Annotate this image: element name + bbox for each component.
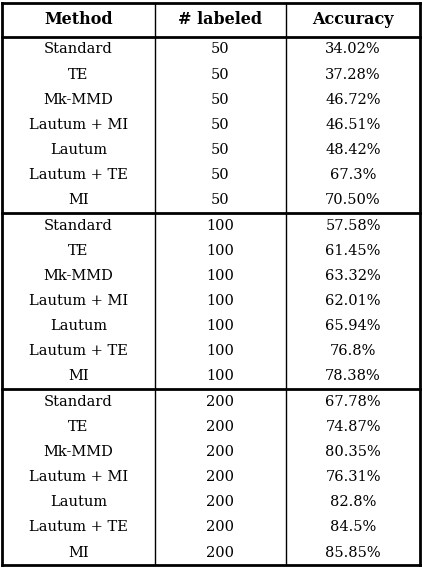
Text: 50: 50 xyxy=(211,68,230,82)
Text: Lautum + TE: Lautum + TE xyxy=(29,168,128,182)
Text: Mk-MMD: Mk-MMD xyxy=(43,445,113,459)
Text: 200: 200 xyxy=(206,546,234,559)
Text: 200: 200 xyxy=(206,395,234,408)
Text: 50: 50 xyxy=(211,143,230,157)
Text: MI: MI xyxy=(68,369,89,383)
Text: Lautum + TE: Lautum + TE xyxy=(29,520,128,534)
Text: 65.94%: 65.94% xyxy=(325,319,381,333)
Text: TE: TE xyxy=(68,244,89,258)
Text: Standard: Standard xyxy=(44,395,113,408)
Text: 85.85%: 85.85% xyxy=(325,546,381,559)
Text: 100: 100 xyxy=(206,319,234,333)
Text: 63.32%: 63.32% xyxy=(325,269,381,283)
Text: Accuracy: Accuracy xyxy=(312,11,394,28)
Text: Lautum + TE: Lautum + TE xyxy=(29,344,128,358)
Text: TE: TE xyxy=(68,420,89,434)
Text: 200: 200 xyxy=(206,470,234,484)
Text: 76.8%: 76.8% xyxy=(330,344,376,358)
Text: 200: 200 xyxy=(206,520,234,534)
Text: 57.58%: 57.58% xyxy=(325,219,381,232)
Text: 50: 50 xyxy=(211,118,230,132)
Text: 76.31%: 76.31% xyxy=(325,470,381,484)
Text: Standard: Standard xyxy=(44,219,113,232)
Text: Lautum: Lautum xyxy=(50,495,107,509)
Text: # labeled: # labeled xyxy=(179,11,262,28)
Text: 50: 50 xyxy=(211,93,230,107)
Text: 100: 100 xyxy=(206,294,234,308)
Text: 67.3%: 67.3% xyxy=(330,168,376,182)
Text: TE: TE xyxy=(68,68,89,82)
Text: 100: 100 xyxy=(206,219,234,232)
Text: 50: 50 xyxy=(211,193,230,207)
Text: 62.01%: 62.01% xyxy=(325,294,381,308)
Text: 61.45%: 61.45% xyxy=(325,244,381,258)
Text: 74.87%: 74.87% xyxy=(325,420,381,434)
Text: 46.72%: 46.72% xyxy=(325,93,381,107)
Text: 50: 50 xyxy=(211,168,230,182)
Text: Lautum + MI: Lautum + MI xyxy=(29,294,128,308)
Text: 37.28%: 37.28% xyxy=(325,68,381,82)
Text: Standard: Standard xyxy=(44,43,113,56)
Text: Lautum: Lautum xyxy=(50,143,107,157)
Text: Mk-MMD: Mk-MMD xyxy=(43,269,113,283)
Text: 34.02%: 34.02% xyxy=(325,43,381,56)
Text: 84.5%: 84.5% xyxy=(330,520,376,534)
Text: Mk-MMD: Mk-MMD xyxy=(43,93,113,107)
Text: 70.50%: 70.50% xyxy=(325,193,381,207)
Text: 67.78%: 67.78% xyxy=(325,395,381,408)
Text: 100: 100 xyxy=(206,244,234,258)
Text: MI: MI xyxy=(68,546,89,559)
Text: 48.42%: 48.42% xyxy=(325,143,381,157)
Text: 46.51%: 46.51% xyxy=(325,118,381,132)
Text: 200: 200 xyxy=(206,420,234,434)
Text: MI: MI xyxy=(68,193,89,207)
Text: 100: 100 xyxy=(206,269,234,283)
Text: 50: 50 xyxy=(211,43,230,56)
Text: Method: Method xyxy=(44,11,113,28)
Text: 200: 200 xyxy=(206,445,234,459)
Text: 80.35%: 80.35% xyxy=(325,445,381,459)
Text: 100: 100 xyxy=(206,369,234,383)
Text: Lautum + MI: Lautum + MI xyxy=(29,470,128,484)
Text: 82.8%: 82.8% xyxy=(330,495,376,509)
Text: 78.38%: 78.38% xyxy=(325,369,381,383)
Text: 200: 200 xyxy=(206,495,234,509)
Text: Lautum + MI: Lautum + MI xyxy=(29,118,128,132)
Text: 100: 100 xyxy=(206,344,234,358)
Text: Lautum: Lautum xyxy=(50,319,107,333)
